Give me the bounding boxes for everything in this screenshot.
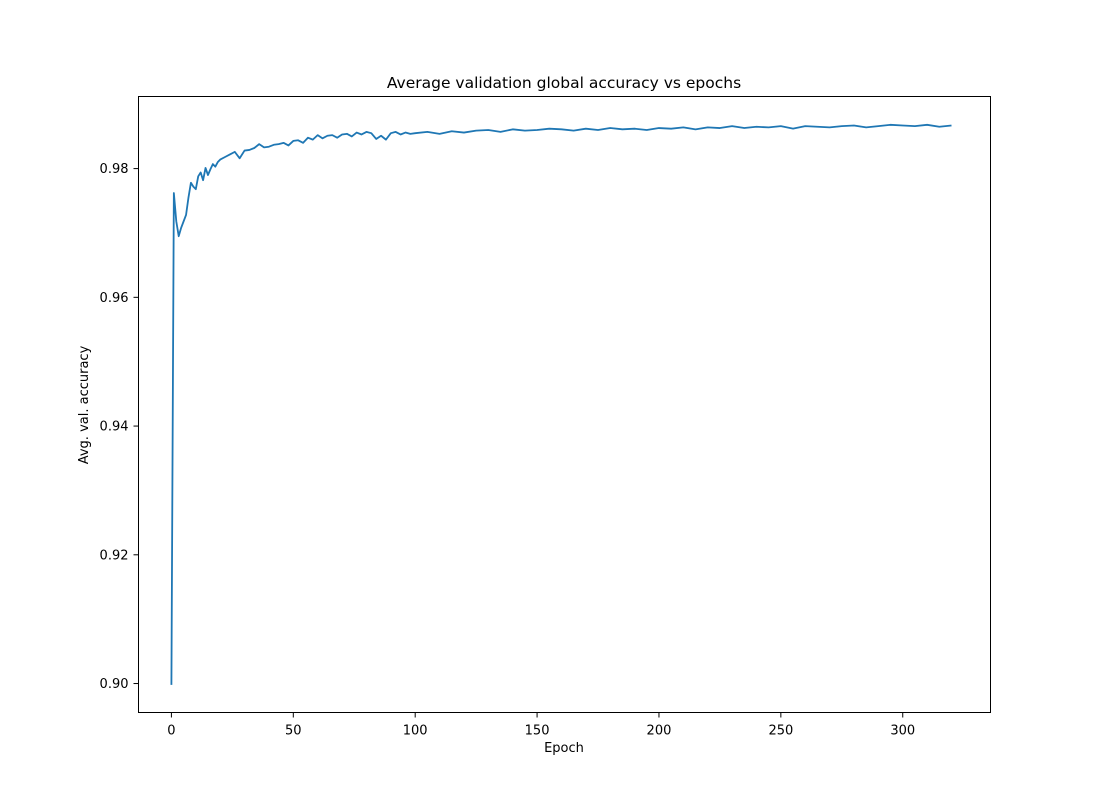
y-tick-label: 0.96 <box>100 291 129 306</box>
x-tick-label: 200 <box>647 724 672 739</box>
plot-frame <box>138 96 991 713</box>
x-tick-label: 0 <box>167 724 175 739</box>
y-axis-ticks: 0.90 0.92 0.94 0.96 0.98 <box>100 162 139 692</box>
y-tick-label: 0.90 <box>100 677 129 692</box>
x-tick-label: 250 <box>768 724 793 739</box>
y-tick-label: 0.92 <box>100 548 129 563</box>
accuracy-series-line <box>170 123 952 685</box>
y-tick-label: 0.94 <box>100 420 129 435</box>
x-tick-label: 100 <box>403 724 428 739</box>
x-tick-label: 300 <box>890 724 915 739</box>
y-axis-label: Avg. val. accuracy <box>77 345 92 464</box>
x-tick-label: 150 <box>525 724 550 739</box>
x-tick-label: 50 <box>285 724 302 739</box>
chart-title: Average validation global accuracy vs ep… <box>387 74 741 92</box>
y-tick-label: 0.98 <box>100 162 129 177</box>
x-axis-label: Epoch <box>544 741 584 756</box>
x-axis-ticks: 0 50 100 150 200 250 300 <box>167 712 915 739</box>
